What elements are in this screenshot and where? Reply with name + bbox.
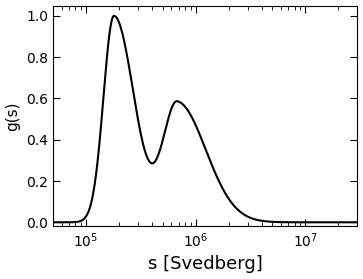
Y-axis label: g(s): g(s) <box>5 101 21 131</box>
X-axis label: s [Svedberg]: s [Svedberg] <box>148 256 262 273</box>
